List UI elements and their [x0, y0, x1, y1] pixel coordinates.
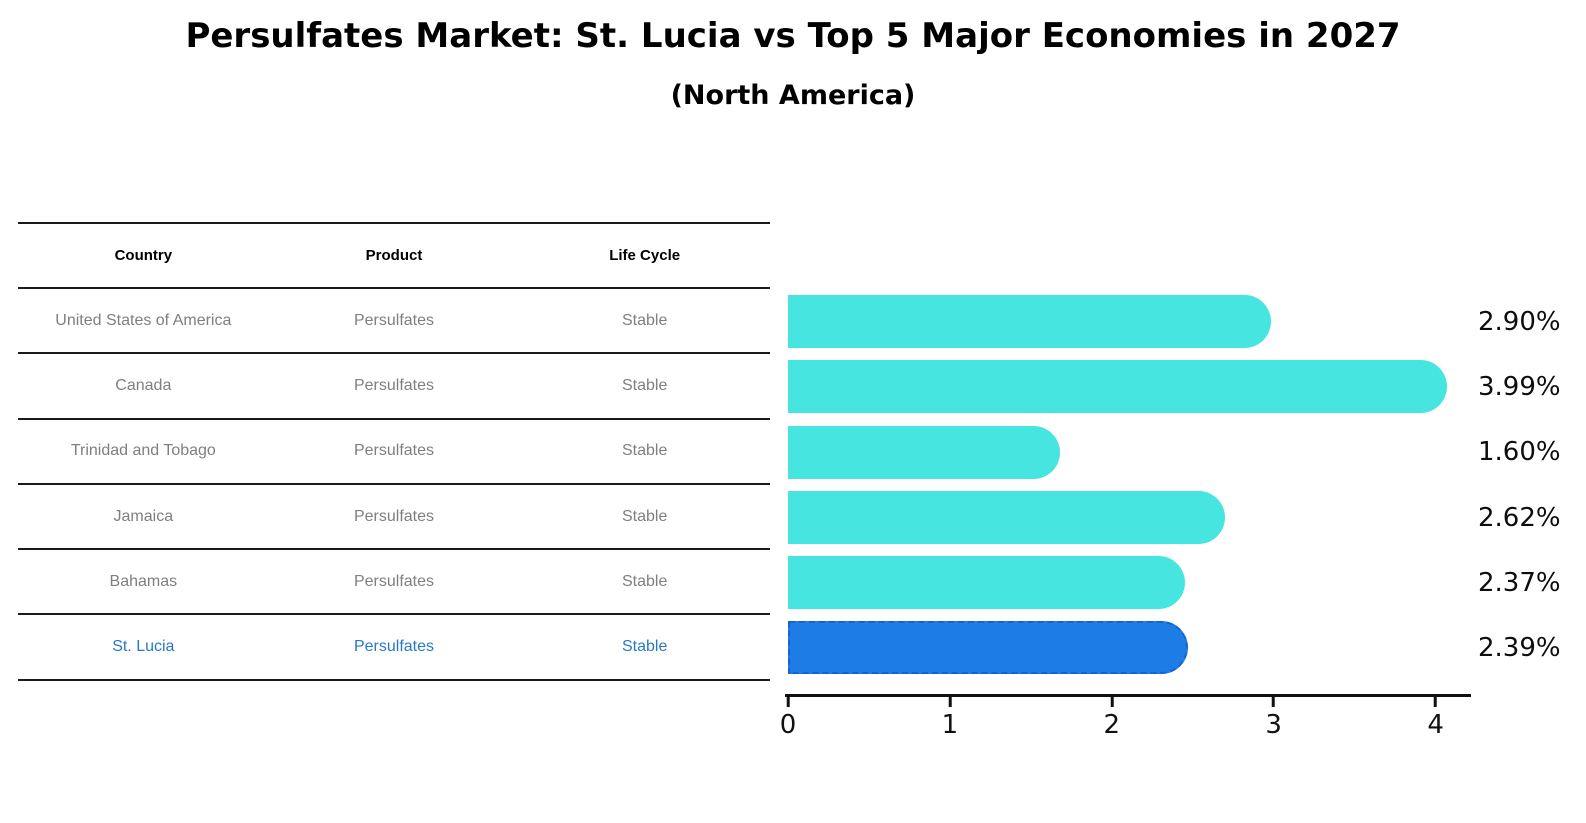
- cell-life-cycle: Stable: [621, 442, 668, 460]
- cell-country: Jamaica: [113, 507, 174, 525]
- bar-st-lucia-highlighted: [788, 621, 1188, 675]
- value-label: 3.99%: [1478, 371, 1561, 402]
- value-label: 2.37%: [1478, 567, 1561, 598]
- cell-life-cycle: Stable: [621, 311, 668, 329]
- value-label: 2.90%: [1478, 306, 1561, 337]
- table-row: Canada Persulfates Stable: [18, 354, 770, 420]
- country-table: Country Product Life Cycle United States…: [18, 222, 770, 681]
- x-axis-tick: 3: [1265, 697, 1282, 740]
- column-header-country: Country: [114, 247, 173, 264]
- cell-product: Persulfates: [353, 442, 435, 460]
- cell-life-cycle: Stable: [621, 572, 668, 590]
- x-axis-tick: 4: [1427, 697, 1444, 740]
- table-row: Bahamas Persulfates Stable: [18, 550, 770, 616]
- x-axis: 0 1 2 3 4: [780, 694, 1471, 754]
- cell-product: Persulfates: [353, 507, 435, 525]
- x-axis-tick: 0: [779, 697, 797, 740]
- tick-label: 4: [1427, 710, 1444, 740]
- bar-plot: 2.90% 3.99% 1.60% 2.62% 2.37% 2.39%: [788, 289, 1561, 681]
- cell-product: Persulfates: [353, 638, 435, 656]
- tick-mark: [948, 697, 952, 707]
- cell-country: Canada: [115, 376, 172, 394]
- table-row: United States of America Persulfates Sta…: [18, 289, 770, 355]
- tick-mark: [1110, 697, 1114, 707]
- value-label: 2.62%: [1478, 502, 1561, 533]
- cell-country: United States of America: [55, 311, 232, 329]
- tick-label: 1: [941, 710, 959, 740]
- bar-bahamas: [788, 556, 1185, 610]
- bar-united-states-of-america: [788, 295, 1271, 348]
- bar-canada: [788, 360, 1447, 414]
- bar-row: 2.39%: [788, 615, 1561, 680]
- table-row: Jamaica Persulfates Stable: [18, 485, 770, 551]
- bar-row: 2.37%: [788, 550, 1561, 615]
- cell-life-cycle: Stable: [621, 638, 668, 656]
- cell-product: Persulfates: [353, 572, 435, 590]
- cell-life-cycle: Stable: [621, 507, 668, 525]
- cell-product: Persulfates: [353, 311, 435, 329]
- table-row-highlighted: St. Lucia Persulfates Stable: [18, 615, 770, 681]
- bar-row: 2.62%: [788, 485, 1561, 550]
- cell-product: Persulfates: [353, 376, 435, 394]
- tick-mark: [786, 697, 790, 707]
- cell-country: Trinidad and Tobago: [70, 442, 216, 460]
- x-axis-tick: 2: [1103, 697, 1121, 740]
- bar-row: 2.90%: [788, 289, 1561, 354]
- cell-life-cycle: Stable: [621, 376, 668, 394]
- chart-subtitle: (North America): [670, 80, 916, 111]
- tick-mark: [1434, 697, 1438, 707]
- tick-mark: [1272, 697, 1276, 707]
- tick-label: 3: [1265, 710, 1282, 740]
- bar-trinidad-and-tobago: [788, 425, 1061, 479]
- column-header-life-cycle: Life Cycle: [609, 247, 681, 264]
- bar-jamaica: [788, 490, 1226, 544]
- cell-country: Bahamas: [109, 572, 178, 590]
- table-header-row: Country Product Life Cycle: [18, 224, 770, 289]
- bar-row: 1.60%: [788, 420, 1561, 485]
- value-label: 1.60%: [1478, 437, 1561, 468]
- x-axis-line: [785, 694, 1471, 697]
- x-axis-tick: 1: [941, 697, 959, 740]
- column-header-product: Product: [365, 247, 423, 264]
- table-row: Trinidad and Tobago Persulfates Stable: [18, 420, 770, 485]
- tick-label: 2: [1103, 710, 1121, 740]
- cell-country: St. Lucia: [112, 638, 175, 656]
- chart-title: Persulfates Market: St. Lucia vs Top 5 M…: [185, 16, 1401, 56]
- bar-row: 3.99%: [788, 354, 1561, 419]
- value-label: 2.39%: [1478, 633, 1561, 664]
- tick-label: 0: [779, 710, 797, 740]
